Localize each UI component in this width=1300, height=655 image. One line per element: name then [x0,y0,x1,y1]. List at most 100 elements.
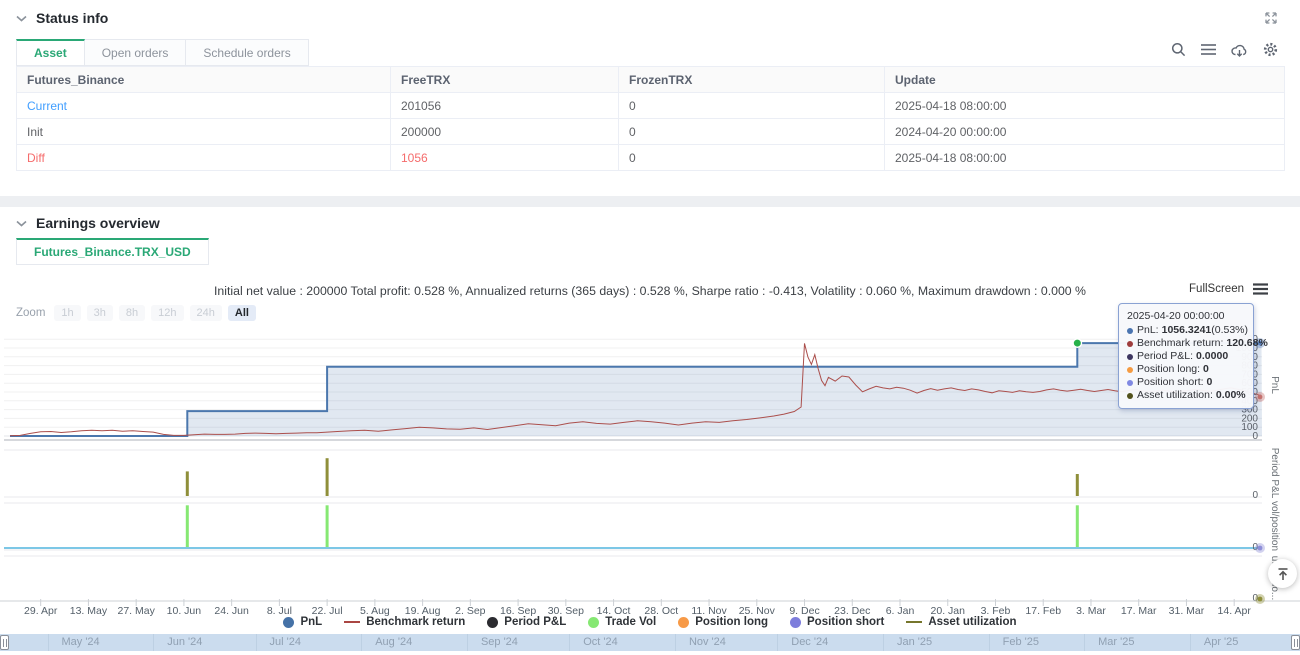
navigator-month-label: Feb '25 [1002,636,1040,648]
legend-item-position-short[interactable]: Position short [790,616,884,628]
legend-item-position-long[interactable]: Position long [678,616,768,628]
zoom-button-12h[interactable]: 12h [151,305,184,321]
tab-schedule-orders[interactable]: Schedule orders [186,39,309,66]
benchmark-line [9,343,1262,437]
period-p-l-bar [325,458,329,496]
zoom-button-all[interactable]: All [227,305,256,321]
navigator-month-separator [361,634,363,651]
navigator-month-label: Nov '24 [688,636,726,648]
x-axis-label: 22. Jul [312,605,343,617]
pnl-edge-dot [1257,340,1263,346]
legend-dot-icon [678,616,690,628]
tooltip-row-benchmark-return: Benchmark return: 120.68% [1127,337,1268,350]
y-axis-label: 0 [1252,490,1258,501]
table-cell: 200000 [390,118,619,145]
legend-item-trade-vol[interactable]: Trade Vol [588,616,656,628]
x-axis-label: 16. Sep [500,605,536,617]
legend-label: Period P&L [504,616,567,628]
chart-tooltip: 2025-04-20 00:00:00 PnL: 1056.3241 (0.53%… [1118,303,1268,409]
table-cell: 0 [618,92,885,119]
tab-futures-binance-trx-usd[interactable]: Futures_Binance.TRX_USD [16,238,209,265]
navigator-month-separator [255,634,257,651]
column-header-freetrx: FreeTRX [390,66,619,93]
settings-icon[interactable] [1263,42,1278,57]
back-to-top-button[interactable] [1268,559,1297,588]
x-axis-label: 14. Apr [1218,605,1252,617]
earnings-chart[interactable]: 010020030040050060070080090010001100000P… [0,328,1300,655]
period-p-l-bar [185,471,189,496]
x-axis-label: 20. Jan [931,605,966,617]
zoom-label: Zoom [16,307,46,319]
status-table: Futures_Binance FreeTRX FrozenTRX Update Cu… [16,66,1285,171]
trade-vol-bar [185,505,189,549]
table-cell: 2024-04-20 00:00:00 [884,118,1285,145]
series-bullet-icon [1127,392,1133,399]
legend-item-pnl[interactable]: PnL [283,616,322,628]
earnings-collapse-chevron-icon[interactable] [16,220,27,227]
table-cell[interactable]: Current [16,92,391,119]
cloud-download-icon[interactable] [1231,43,1248,57]
navigator-month-separator [882,634,884,651]
asset-util-edge-dot [1257,596,1263,602]
status-collapse-chevron-icon[interactable] [16,15,27,22]
navigator-month-label: Oct '24 [583,636,618,648]
legend-label: Trade Vol [605,616,657,628]
zoom-button-1h[interactable]: 1h [54,305,81,321]
column-header-futures-binance: Futures_Binance [16,66,391,93]
navigator-month-separator [1189,634,1191,651]
x-axis-label: 28. Oct [644,605,678,617]
navigator-right-handle[interactable] [1291,635,1300,650]
earnings-overview-section: Earnings overview Futures_Binance.TRX_US… [0,207,1300,655]
series-bullet-icon [1127,366,1133,373]
tab-open-orders[interactable]: Open orders [84,39,187,66]
zoom-button-8h[interactable]: 8h [118,305,146,321]
chart-navigator[interactable]: May '24 Jun '24 Jul '24 Aug '24 Sep '24 Oct '… [0,634,1300,651]
zoom-controls: Zoom 1h 3h 8h 12h 24h All [16,305,256,321]
navigator-month-separator [569,634,571,651]
x-axis-label: 31. Mar [1169,605,1205,617]
x-axis-label: 29. Apr [24,605,58,617]
navigator-month-separator [466,634,468,651]
navigator-month-label: May '24 [61,636,100,648]
search-icon[interactable] [1171,42,1186,57]
navigator-month-label: Apr '25 [1203,636,1239,648]
axis-title-pnl: PnL [1269,376,1280,394]
x-axis-label: 13. May [70,605,108,617]
legend-dot-icon [283,616,295,628]
legend-label: Asset utilization [928,616,1017,628]
trade-vol-bar [325,505,329,549]
x-axis-label: 2. Sep [455,605,486,617]
legend-item-benchmark-return[interactable]: Benchmark return [344,616,465,628]
chart-context-menu-icon[interactable] [1253,283,1268,295]
x-axis-label: 5. Aug [360,605,390,617]
legend-label: Benchmark return [366,616,466,628]
table-cell: 201056 [390,92,619,119]
series-bullet-icon [1127,379,1133,386]
status-toolbar [1171,42,1278,57]
x-axis-label: 8. Jul [267,605,292,617]
x-axis-label: 11. Nov [691,605,727,617]
fullscreen-control[interactable]: FullScreen [1189,283,1268,295]
status-info-section: Status info Asset Open orders Schedule ord… [0,0,1300,196]
navigator-month-label: Mar '25 [1098,636,1135,648]
zoom-button-24h[interactable]: 24h [189,305,222,321]
period-p-l-bar [1075,474,1079,496]
zoom-button-3h[interactable]: 3h [86,305,113,321]
tab-asset[interactable]: Asset [16,39,85,66]
legend-item-asset-utilization[interactable]: Asset utilization [906,616,1017,628]
legend-item-period-p-l[interactable]: Period P&L [487,616,566,628]
legend-dot-icon [790,616,802,628]
x-axis-label: 14. Oct [597,605,631,617]
earnings-section-title: Earnings overview [36,215,160,231]
column-header-update: Update [884,66,1285,93]
x-axis-label: 24. Jun [214,605,249,617]
menu-icon[interactable] [1201,43,1216,56]
series-bullet-icon [1127,340,1133,347]
navigator-month-separator [777,634,779,651]
fullscreen-label[interactable]: FullScreen [1189,283,1244,295]
navigator-left-handle[interactable] [0,635,9,650]
navigator-month-separator [1084,634,1086,651]
expand-fullscreen-icon[interactable] [1264,11,1278,25]
legend-label: PnL [300,616,323,628]
